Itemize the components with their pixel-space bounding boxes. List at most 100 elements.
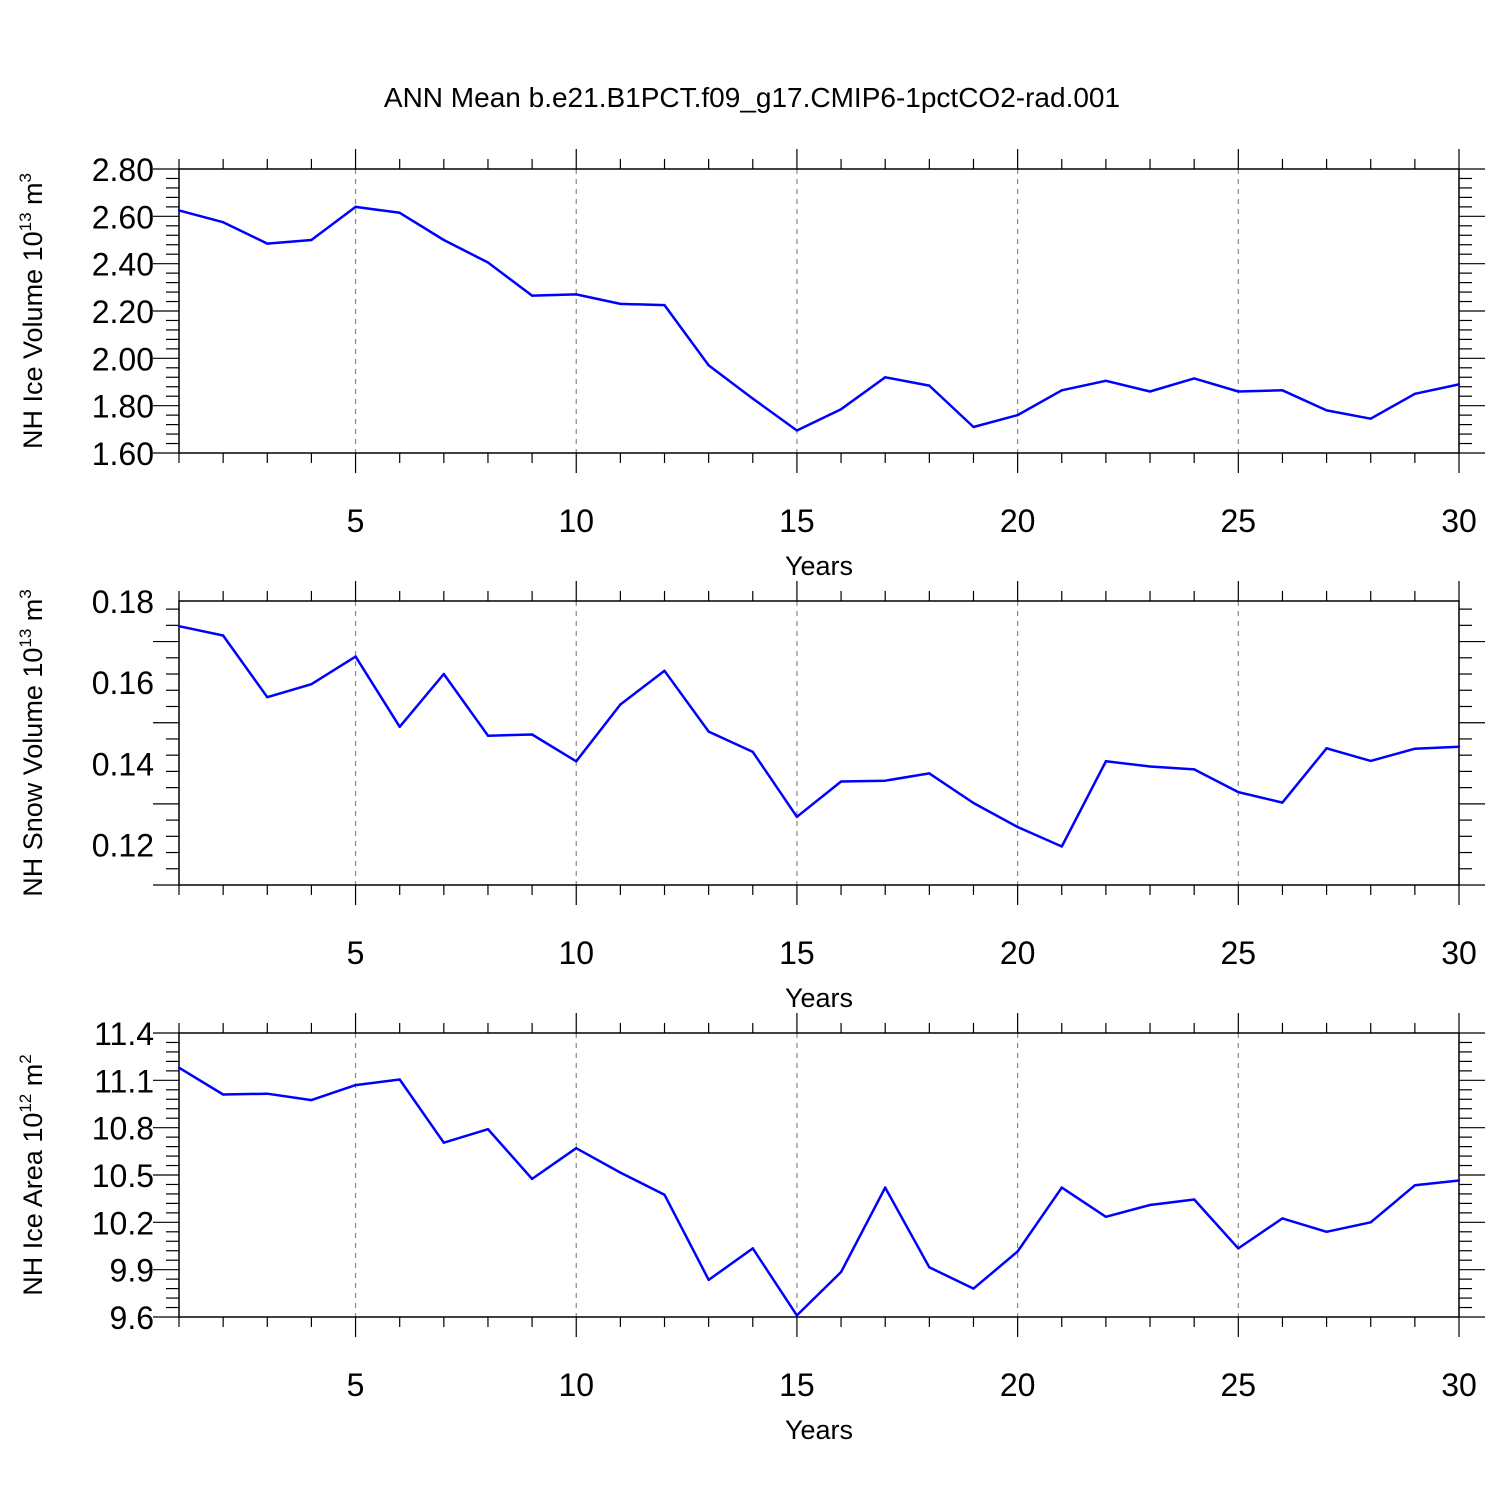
data-point: [398, 211, 401, 214]
data-point: [972, 1287, 975, 1290]
data-point: [1457, 383, 1461, 386]
y-tick-label: 2.40: [92, 247, 154, 283]
y-tick-label: 10.5: [92, 1158, 154, 1194]
series-line: [178, 624, 1460, 848]
y-tick-label: 2.20: [92, 294, 154, 330]
chart-panels: 5 10 15 20 25 30 1.60 1.80 2.00 2.20 2.40 2.60 2.80 Y…: [16, 149, 1485, 1445]
panel-2: 5 10 15 20 25 30 0.12 0.14 0.16 0.18 Years NH Snow …: [16, 581, 1485, 1013]
data-point: [310, 1098, 313, 1102]
x-tick-label: 25: [1221, 935, 1257, 971]
data-point: [221, 634, 225, 637]
data-point: [354, 1083, 357, 1087]
data-point: [839, 1270, 843, 1274]
x-tick-label: 5: [347, 1367, 365, 1403]
data-point: [575, 760, 578, 763]
data-point: [1413, 392, 1417, 396]
data-point: [1104, 379, 1108, 383]
data-point: [751, 1247, 754, 1250]
y-tick-label: 10.8: [92, 1111, 154, 1147]
data-point: [1016, 413, 1019, 417]
series-line: [178, 205, 1460, 432]
data-point: [177, 1066, 181, 1069]
data-point: [795, 815, 799, 819]
x-tick-label: 20: [1000, 503, 1036, 539]
data-point: [1060, 845, 1063, 848]
data-point: [1281, 389, 1284, 392]
data-point: [1237, 390, 1240, 393]
data-point: [928, 1266, 931, 1269]
data-point: [398, 725, 401, 728]
data-point: [1369, 759, 1372, 763]
data-point: [707, 730, 710, 733]
data-point: [1413, 1184, 1417, 1187]
data-point: [442, 672, 446, 676]
y-tick-label: 10.2: [92, 1205, 154, 1241]
data-point: [1281, 1217, 1284, 1220]
data-point: [1192, 377, 1196, 380]
data-point: [310, 682, 313, 686]
data-point: [619, 302, 622, 306]
data-point: [530, 1177, 534, 1181]
y-tick-label: 11.1: [94, 1063, 154, 1099]
data-point: [221, 1093, 225, 1096]
data-point: [530, 294, 534, 297]
data-point: [354, 655, 357, 658]
data-point: [1413, 747, 1417, 750]
data-point: [707, 364, 710, 367]
data-point: [839, 408, 843, 411]
y-tick-label: 0.18: [92, 584, 154, 620]
y-axis-label: NH Ice Area 1012 m2: [16, 1054, 48, 1295]
data-point: [1457, 745, 1461, 748]
data-point: [177, 209, 181, 212]
data-point: [575, 293, 578, 296]
data-point: [1369, 1221, 1372, 1224]
x-axis-label: Years: [785, 1415, 853, 1445]
y-tick-label: 2.80: [92, 152, 154, 188]
data-point: [310, 238, 313, 242]
data-point: [1148, 765, 1152, 768]
x-tick-label: 30: [1441, 935, 1477, 971]
x-tick-label: 15: [779, 503, 815, 539]
data-point: [884, 1186, 887, 1189]
y-tick-label: 2.00: [92, 341, 154, 377]
y-tick-label: 0.14: [92, 746, 154, 782]
data-point: [1192, 1198, 1196, 1201]
data-point: [221, 221, 225, 224]
data-point: [884, 779, 887, 782]
data-point: [663, 1193, 666, 1196]
panel-3: 5 10 15 20 25 30 9.6 9.9 10.2 10.5 10.8 11.1 11.4 Yea…: [16, 1013, 1485, 1445]
x-tick-label: 30: [1441, 503, 1477, 539]
x-tick-label: 25: [1221, 1367, 1257, 1403]
data-point: [266, 1092, 269, 1095]
series-line: [178, 1066, 1460, 1317]
data-point: [928, 772, 931, 775]
y-tick-label: 0.12: [92, 827, 154, 863]
data-point: [266, 242, 269, 245]
data-point: [619, 1171, 622, 1174]
x-tick-label: 5: [347, 503, 365, 539]
panel-1: 5 10 15 20 25 30 1.60 1.80 2.00 2.20 2.40 2.60 2.80 Y…: [16, 149, 1485, 581]
plot-frame: [178, 600, 1460, 886]
y-tick-label: 9.9: [110, 1253, 154, 1289]
data-point: [839, 780, 843, 783]
data-point: [486, 1128, 490, 1131]
data-point: [1192, 768, 1196, 771]
data-point: [1060, 389, 1063, 392]
data-point: [972, 425, 975, 429]
data-point: [751, 750, 754, 754]
data-point: [1325, 1230, 1328, 1234]
data-point: [1016, 1250, 1019, 1253]
x-tick-label: 5: [347, 935, 365, 971]
data-point: [486, 261, 490, 264]
x-tick-label: 30: [1441, 1367, 1477, 1403]
x-tick-label: 20: [1000, 935, 1036, 971]
data-point: [530, 733, 534, 736]
y-axis-label: NH Ice Volume 1013 m3: [16, 173, 48, 449]
data-point: [442, 238, 446, 242]
data-point: [1148, 390, 1152, 393]
data-point: [663, 669, 666, 672]
figure-title: ANN Mean b.e21.B1PCT.f09_g17.CMIP6-1pctC…: [384, 82, 1120, 113]
data-point: [354, 205, 357, 209]
x-axis-label: Years: [785, 551, 853, 581]
